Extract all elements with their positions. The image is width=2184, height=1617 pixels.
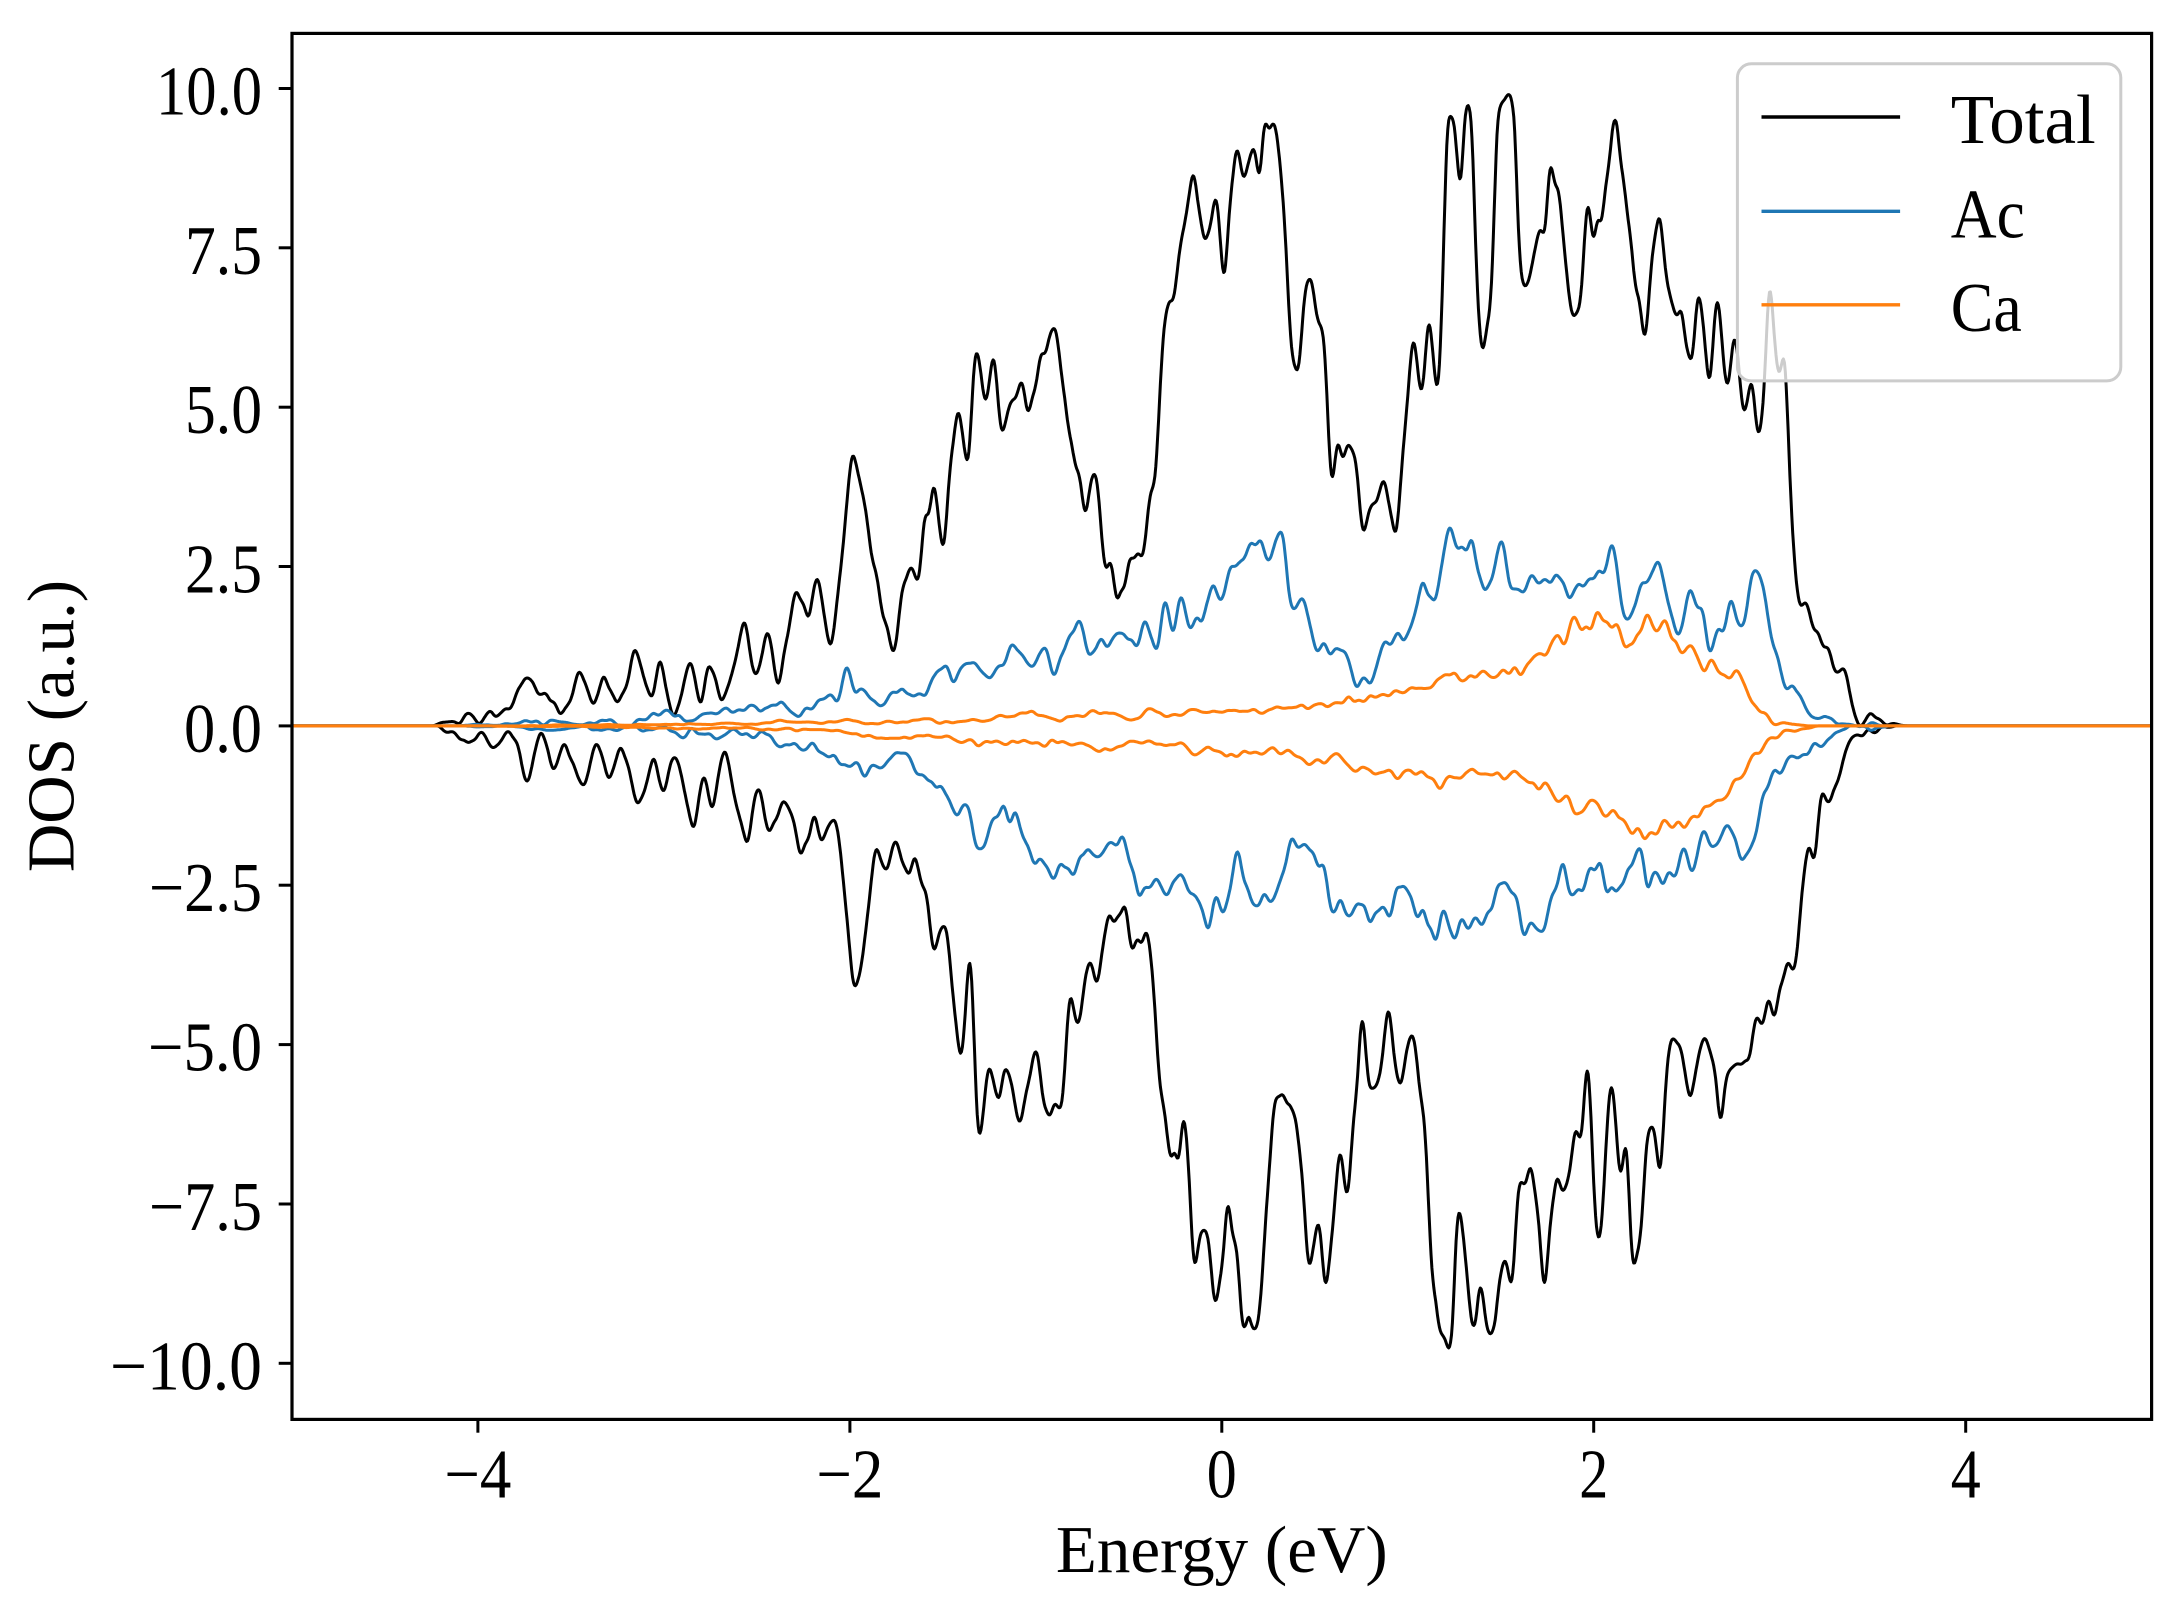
svg-text:0.0: 0.0: [184, 691, 262, 768]
svg-text:−2.5: −2.5: [149, 850, 262, 927]
svg-text:Ca: Ca: [1951, 270, 2022, 347]
svg-text:Total: Total: [1951, 82, 2096, 159]
svg-text:−10.0: −10.0: [110, 1328, 262, 1405]
svg-text:10.0: 10.0: [156, 54, 262, 131]
svg-text:7.5: 7.5: [185, 213, 262, 290]
svg-text:5.0: 5.0: [185, 372, 262, 449]
svg-text:0: 0: [1207, 1437, 1237, 1514]
svg-text:DOS (a.u.): DOS (a.u.): [15, 580, 89, 872]
svg-text:−4: −4: [444, 1437, 511, 1514]
svg-text:−7.5: −7.5: [149, 1169, 262, 1246]
svg-text:2.5: 2.5: [185, 532, 262, 609]
svg-text:Ac: Ac: [1951, 176, 2025, 253]
svg-text:Energy (eV): Energy (eV): [1056, 1513, 1388, 1587]
svg-text:4: 4: [1951, 1437, 1981, 1514]
svg-text:−2: −2: [816, 1437, 883, 1514]
svg-text:2: 2: [1579, 1437, 1608, 1514]
svg-text:−5.0: −5.0: [148, 1010, 262, 1087]
